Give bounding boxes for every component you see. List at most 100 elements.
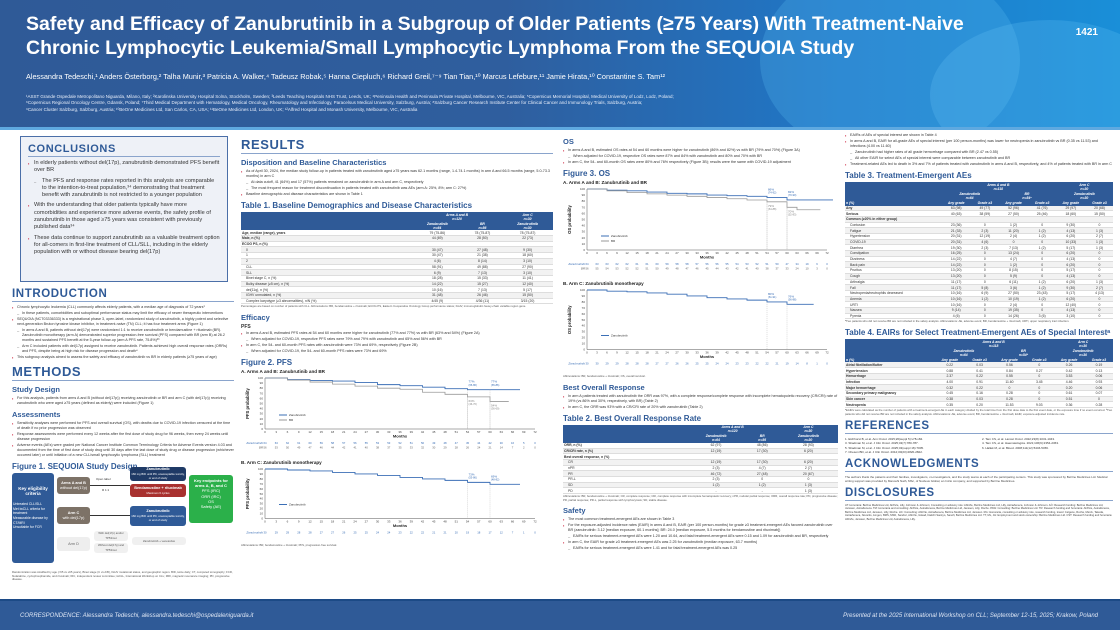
disposition-list: As of April 30, 2024, the median study f…	[241, 169, 553, 197]
cell-value: 0	[1028, 307, 1056, 314]
risk-count: 54	[605, 267, 609, 271]
references-heading: REFERENCES	[845, 420, 1113, 435]
cell-value: 0	[1028, 222, 1056, 229]
endpoint-item: Safety (AE)	[200, 504, 222, 510]
table-header-row: Any grade Grade ≥3 Any grade Grade ≥3 Any gr…	[845, 200, 1113, 206]
cell-value: 3 (10)	[502, 258, 553, 265]
row-label: CLL	[241, 264, 412, 271]
cell-value	[411, 241, 463, 248]
disclosures-text: AT: Honoraria: BeOne Medicines Ltd, AbbV…	[845, 503, 1113, 521]
endpoints-title: Key endpoints for arms A, B, and C	[193, 478, 228, 489]
column-header: Zanubrutinib n=30	[778, 433, 838, 443]
risk-count: 19	[785, 362, 789, 366]
x-axis-label: Months	[700, 255, 715, 260]
bullet-item: These data continue to support zanubruti…	[28, 235, 220, 257]
cell-value: 18 (28)	[411, 275, 463, 282]
cell-value: 12 (19)	[686, 459, 746, 466]
reference-item: 5. Shadman M, et al. J Clin Oncol. 2025;…	[845, 445, 924, 450]
x-tick-label: 21	[342, 519, 346, 523]
y-tick-label: 100	[580, 288, 585, 292]
grade-header: Grade ≥3	[971, 200, 999, 206]
x-tick-label: 33	[387, 519, 391, 523]
risk-count: 28	[635, 362, 639, 366]
cell-value: 1 (3)	[1086, 244, 1113, 252]
y-tick-label: 90	[260, 381, 264, 385]
y-tick-label: 10	[260, 422, 264, 426]
risk-count: 10	[805, 267, 809, 271]
x-tick-label: 42	[725, 251, 729, 255]
bullet-item: When adjusted for COVID-19, the 54- and …	[241, 349, 553, 354]
x-tick-label: 30	[685, 351, 689, 355]
endpoint-item: ORR (IRC)	[201, 493, 221, 499]
cell-value: 12 (19)	[686, 448, 746, 455]
risk-count: 25	[695, 362, 699, 366]
risk-count: 56	[585, 267, 589, 271]
grade-header: Any grade	[933, 357, 966, 363]
cell-value: 6 (20)	[1055, 250, 1086, 257]
safety-list: The most common treatment-emergent AEs a…	[563, 517, 838, 551]
table-row: Neutropenia/neutrophils decreased 10 (16)…	[845, 290, 1113, 297]
row-label: Constipation	[845, 250, 942, 257]
arm-d-cohort-label: With del(17p) and/or TP53mut	[98, 531, 124, 540]
cell-value: 0.07	[1084, 390, 1113, 397]
risk-count: 24	[725, 362, 729, 366]
row-label: CR	[563, 459, 687, 466]
group-label: Arm C	[1078, 339, 1089, 344]
row-label: SLL	[241, 269, 412, 276]
y-tick-label: 20	[582, 236, 586, 240]
cell-value	[502, 241, 553, 248]
risk-count: 25	[705, 362, 709, 366]
column-label: Zanubrutinib	[953, 348, 975, 353]
cell-value: 4 (6)	[941, 313, 972, 320]
row-label: CR/CRi rate, n (%)	[563, 448, 687, 455]
cell-value: 2 (4)	[998, 233, 1029, 240]
cell-value: 0	[1025, 396, 1054, 403]
risk-count: 26	[685, 362, 689, 366]
table3-footnote: ᵃTwo patients who did not receive BR are…	[845, 319, 1070, 324]
row-label: Pruritus	[845, 267, 942, 274]
group-n: n=30	[804, 429, 813, 434]
risk-count: 28	[308, 530, 312, 534]
risk-count: 22	[421, 530, 425, 534]
reference-item: 1. Eichhorst B, et al. Ann Oncol. 2015;2…	[845, 437, 924, 442]
cell-value: 27 (50)	[998, 210, 1029, 217]
x-tick-label: 21	[655, 351, 659, 355]
cell-value: 3/15 (20)	[502, 298, 553, 305]
introduction-list: Chronic lymphocytic leukemia (CLL) commo…	[12, 305, 234, 360]
risk-count: 1	[523, 530, 525, 534]
risk-count: 8	[806, 362, 808, 366]
cell-value: 0	[971, 267, 999, 274]
risk-count: 27	[655, 362, 659, 366]
risk-count: 33	[785, 267, 789, 271]
table4-footnote: ᵃEAIRs were calculated as the number of …	[845, 407, 1113, 416]
row-label: Age, median (range), years	[241, 230, 412, 237]
cell-value: 63 (98)	[941, 205, 972, 212]
risk-count: 42	[488, 441, 492, 445]
table-corner: n (%)	[845, 182, 942, 206]
table-row: del(11q), n (%) 10 (16) 7 (13) 5 (17)	[241, 286, 553, 293]
risk-count: 27	[320, 530, 324, 534]
connector	[90, 515, 130, 516]
x-tick-label: 36	[705, 351, 709, 355]
risk-count: 34	[795, 262, 799, 266]
risk-count: 38	[765, 267, 769, 271]
y-tick-label: 40	[582, 324, 586, 328]
cell-value: 44 (69)	[411, 235, 463, 242]
aesi-list: EAIRs of AEs of special interest are sho…	[845, 133, 1113, 167]
table-row: Serious 40 (63) 38 (59) 27 (50) 25 (46) 18 (6…	[845, 210, 1113, 217]
column-header: Zanubrutinib n=64	[686, 433, 746, 443]
risk-count: 53	[275, 445, 279, 449]
cell-value: 6 (20)	[1055, 233, 1086, 240]
row-label: Major hemorrhage	[845, 384, 934, 391]
figure3-footnote: Abbreviations: BR, bendamustine + rituxi…	[563, 374, 646, 378]
row-label: PR-L	[563, 476, 687, 483]
risk-count: 0	[826, 262, 828, 266]
annotation-rate: 86%	[768, 188, 774, 192]
cell-value	[1086, 216, 1113, 223]
grade-header: Grade ≥3	[965, 357, 994, 363]
x-tick-label: 39	[410, 430, 414, 434]
